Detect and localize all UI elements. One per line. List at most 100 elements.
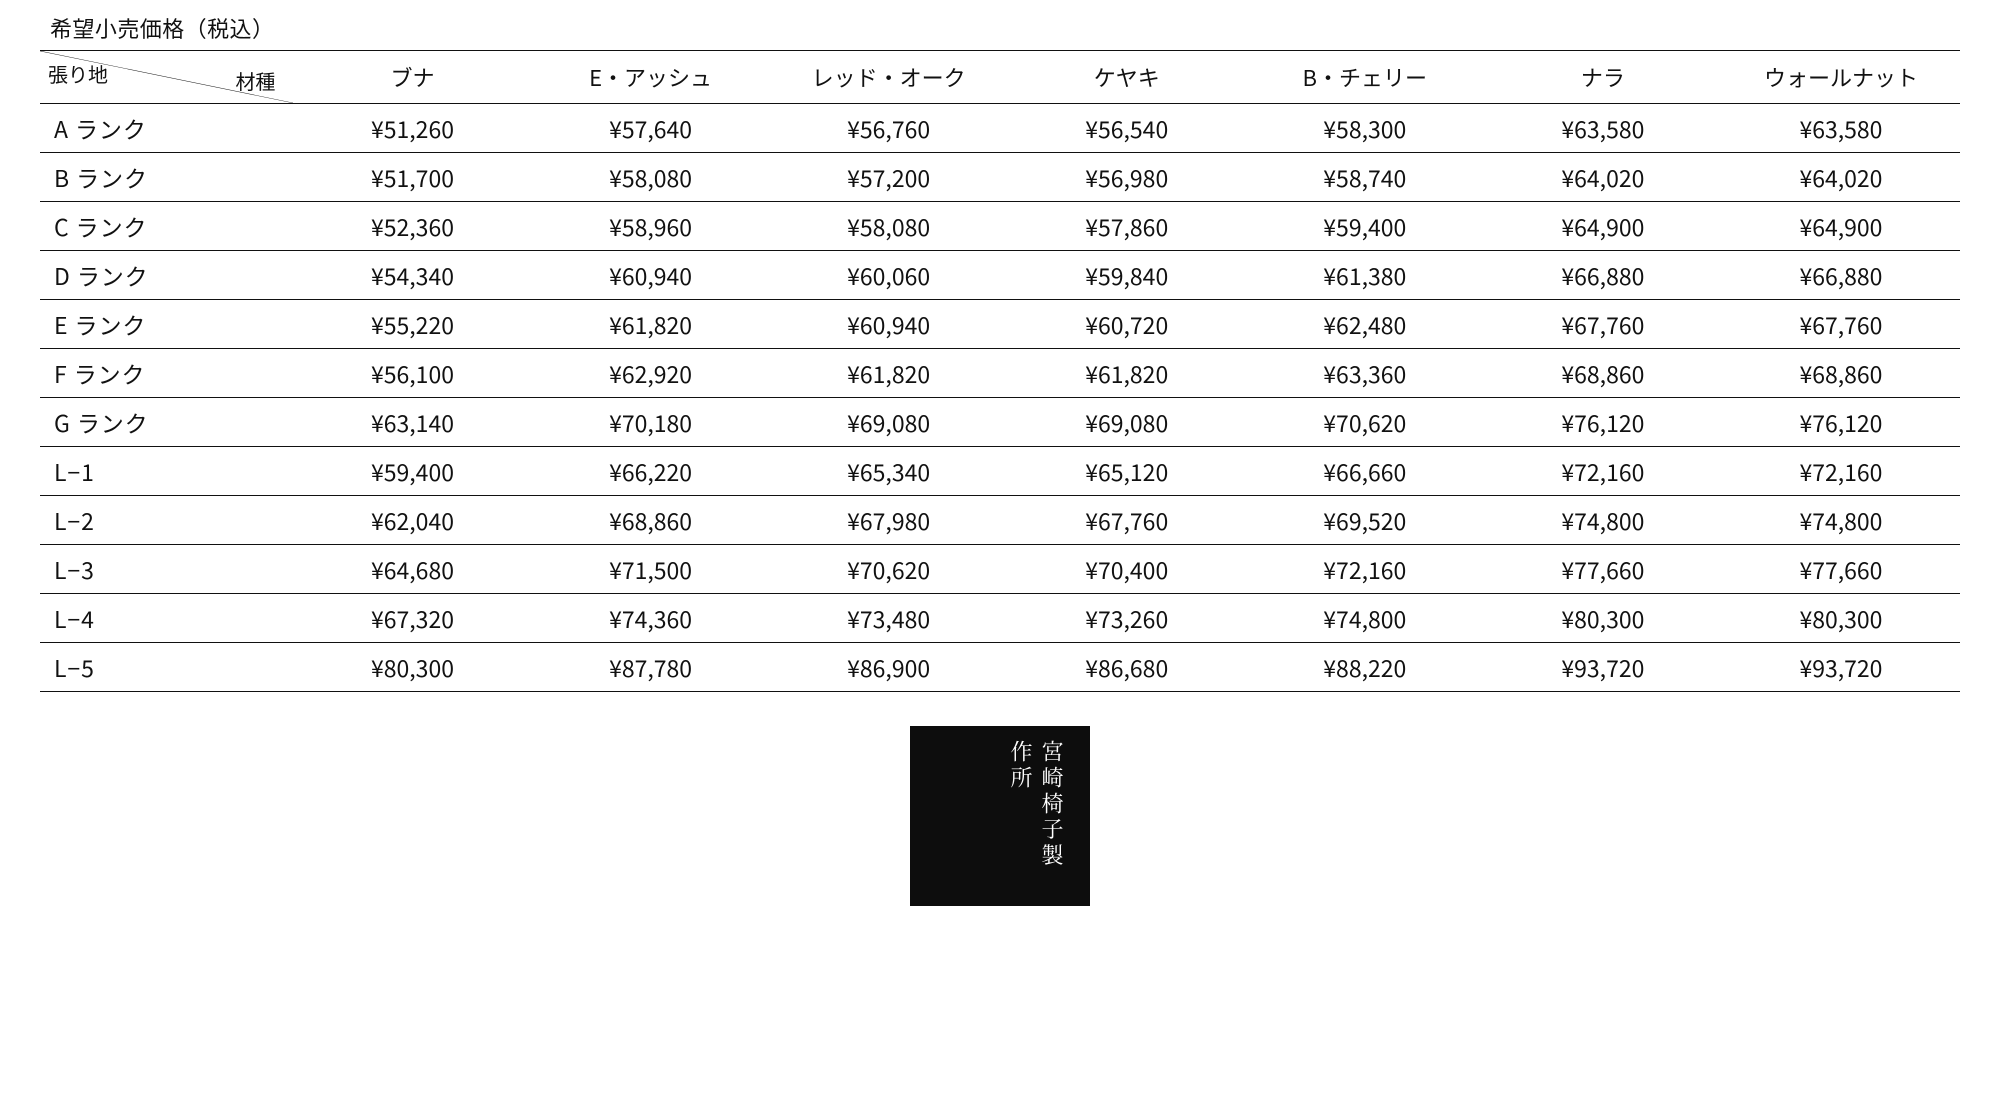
- price-cell: ¥62,040: [293, 496, 531, 545]
- price-cell: ¥55,220: [293, 300, 531, 349]
- price-cell: ¥72,160: [1246, 545, 1484, 594]
- price-cell: ¥60,060: [770, 251, 1008, 300]
- price-cell: ¥58,740: [1246, 153, 1484, 202]
- price-cell: ¥68,860: [532, 496, 770, 545]
- table-header-row: 張り地 材種 ブナE・アッシュレッド・オークケヤキB・チェリーナラウォールナット: [40, 51, 1960, 104]
- price-cell: ¥58,080: [532, 153, 770, 202]
- price-cell: ¥93,720: [1484, 643, 1722, 692]
- price-cell: ¥71,500: [532, 545, 770, 594]
- price-cell: ¥73,480: [770, 594, 1008, 643]
- price-cell: ¥51,260: [293, 104, 531, 153]
- price-cell: ¥76,120: [1722, 398, 1960, 447]
- column-header: B・チェリー: [1246, 51, 1484, 104]
- price-cell: ¥93,720: [1722, 643, 1960, 692]
- price-cell: ¥61,820: [532, 300, 770, 349]
- price-cell: ¥74,800: [1484, 496, 1722, 545]
- table-row: E ランク¥55,220¥61,820¥60,940¥60,720¥62,480…: [40, 300, 1960, 349]
- row-label: L−2: [40, 496, 293, 545]
- table-row: L−5¥80,300¥87,780¥86,900¥86,680¥88,220¥9…: [40, 643, 1960, 692]
- price-cell: ¥69,520: [1246, 496, 1484, 545]
- price-cell: ¥54,340: [293, 251, 531, 300]
- price-cell: ¥64,020: [1484, 153, 1722, 202]
- price-cell: ¥64,680: [293, 545, 531, 594]
- price-cell: ¥56,980: [1008, 153, 1246, 202]
- price-cell: ¥56,760: [770, 104, 1008, 153]
- price-cell: ¥80,300: [1484, 594, 1722, 643]
- logo-container: 宮崎椅子製作所: [40, 726, 1960, 906]
- price-cell: ¥59,840: [1008, 251, 1246, 300]
- price-cell: ¥52,360: [293, 202, 531, 251]
- table-row: L−2¥62,040¥68,860¥67,980¥67,760¥69,520¥7…: [40, 496, 1960, 545]
- price-cell: ¥65,340: [770, 447, 1008, 496]
- price-cell: ¥74,800: [1246, 594, 1484, 643]
- row-label: C ランク: [40, 202, 293, 251]
- table-row: L−1¥59,400¥66,220¥65,340¥65,120¥66,660¥7…: [40, 447, 1960, 496]
- row-label: A ランク: [40, 104, 293, 153]
- price-cell: ¥63,140: [293, 398, 531, 447]
- price-sheet: 希望小売価格（税込） 張り地 材種 ブナE・アッシュレッド・オークケヤキB・チェ…: [0, 0, 2000, 906]
- row-label: D ランク: [40, 251, 293, 300]
- row-label: L−1: [40, 447, 293, 496]
- row-label: L−5: [40, 643, 293, 692]
- price-cell: ¥62,920: [532, 349, 770, 398]
- price-cell: ¥67,980: [770, 496, 1008, 545]
- column-header: レッド・オーク: [770, 51, 1008, 104]
- diagonal-divider-icon: [40, 51, 293, 103]
- price-cell: ¥67,760: [1008, 496, 1246, 545]
- price-cell: ¥60,720: [1008, 300, 1246, 349]
- price-cell: ¥60,940: [532, 251, 770, 300]
- price-cell: ¥65,120: [1008, 447, 1246, 496]
- price-cell: ¥67,760: [1484, 300, 1722, 349]
- price-cell: ¥56,540: [1008, 104, 1246, 153]
- column-header: ナラ: [1484, 51, 1722, 104]
- price-cell: ¥69,080: [1008, 398, 1246, 447]
- price-cell: ¥51,700: [293, 153, 531, 202]
- price-cell: ¥63,360: [1246, 349, 1484, 398]
- price-cell: ¥67,320: [293, 594, 531, 643]
- price-cell: ¥59,400: [293, 447, 531, 496]
- price-cell: ¥77,660: [1484, 545, 1722, 594]
- brand-logo: 宮崎椅子製作所: [910, 726, 1090, 906]
- price-cell: ¥76,120: [1484, 398, 1722, 447]
- price-cell: ¥68,860: [1722, 349, 1960, 398]
- price-cell: ¥70,180: [532, 398, 770, 447]
- price-cell: ¥61,380: [1246, 251, 1484, 300]
- table-row: B ランク¥51,700¥58,080¥57,200¥56,980¥58,740…: [40, 153, 1960, 202]
- price-cell: ¥86,900: [770, 643, 1008, 692]
- table-row: L−3¥64,680¥71,500¥70,620¥70,400¥72,160¥7…: [40, 545, 1960, 594]
- column-header: ブナ: [293, 51, 531, 104]
- column-header: ウォールナット: [1722, 51, 1960, 104]
- price-cell: ¥63,580: [1722, 104, 1960, 153]
- column-header: E・アッシュ: [532, 51, 770, 104]
- page-title: 希望小売価格（税込）: [50, 12, 1960, 44]
- header-corner-cell: 張り地 材種: [40, 51, 293, 104]
- table-row: L−4¥67,320¥74,360¥73,480¥73,260¥74,800¥8…: [40, 594, 1960, 643]
- price-cell: ¥57,200: [770, 153, 1008, 202]
- price-cell: ¥66,220: [532, 447, 770, 496]
- price-cell: ¥77,660: [1722, 545, 1960, 594]
- price-cell: ¥61,820: [1008, 349, 1246, 398]
- price-cell: ¥57,860: [1008, 202, 1246, 251]
- price-cell: ¥72,160: [1484, 447, 1722, 496]
- price-cell: ¥70,620: [770, 545, 1008, 594]
- table-row: G ランク¥63,140¥70,180¥69,080¥69,080¥70,620…: [40, 398, 1960, 447]
- price-cell: ¥70,620: [1246, 398, 1484, 447]
- row-label: G ランク: [40, 398, 293, 447]
- price-cell: ¥68,860: [1484, 349, 1722, 398]
- row-label: L−3: [40, 545, 293, 594]
- column-header: ケヤキ: [1008, 51, 1246, 104]
- price-cell: ¥88,220: [1246, 643, 1484, 692]
- price-cell: ¥87,780: [532, 643, 770, 692]
- table-row: C ランク¥52,360¥58,960¥58,080¥57,860¥59,400…: [40, 202, 1960, 251]
- price-cell: ¥64,900: [1484, 202, 1722, 251]
- price-cell: ¥58,960: [532, 202, 770, 251]
- price-table: 張り地 材種 ブナE・アッシュレッド・オークケヤキB・チェリーナラウォールナット…: [40, 50, 1960, 692]
- price-cell: ¥69,080: [770, 398, 1008, 447]
- price-cell: ¥64,900: [1722, 202, 1960, 251]
- price-cell: ¥80,300: [1722, 594, 1960, 643]
- price-cell: ¥86,680: [1008, 643, 1246, 692]
- price-cell: ¥66,660: [1246, 447, 1484, 496]
- brand-logo-text: 宮崎椅子製作所: [1038, 740, 1068, 892]
- price-cell: ¥61,820: [770, 349, 1008, 398]
- price-cell: ¥57,640: [532, 104, 770, 153]
